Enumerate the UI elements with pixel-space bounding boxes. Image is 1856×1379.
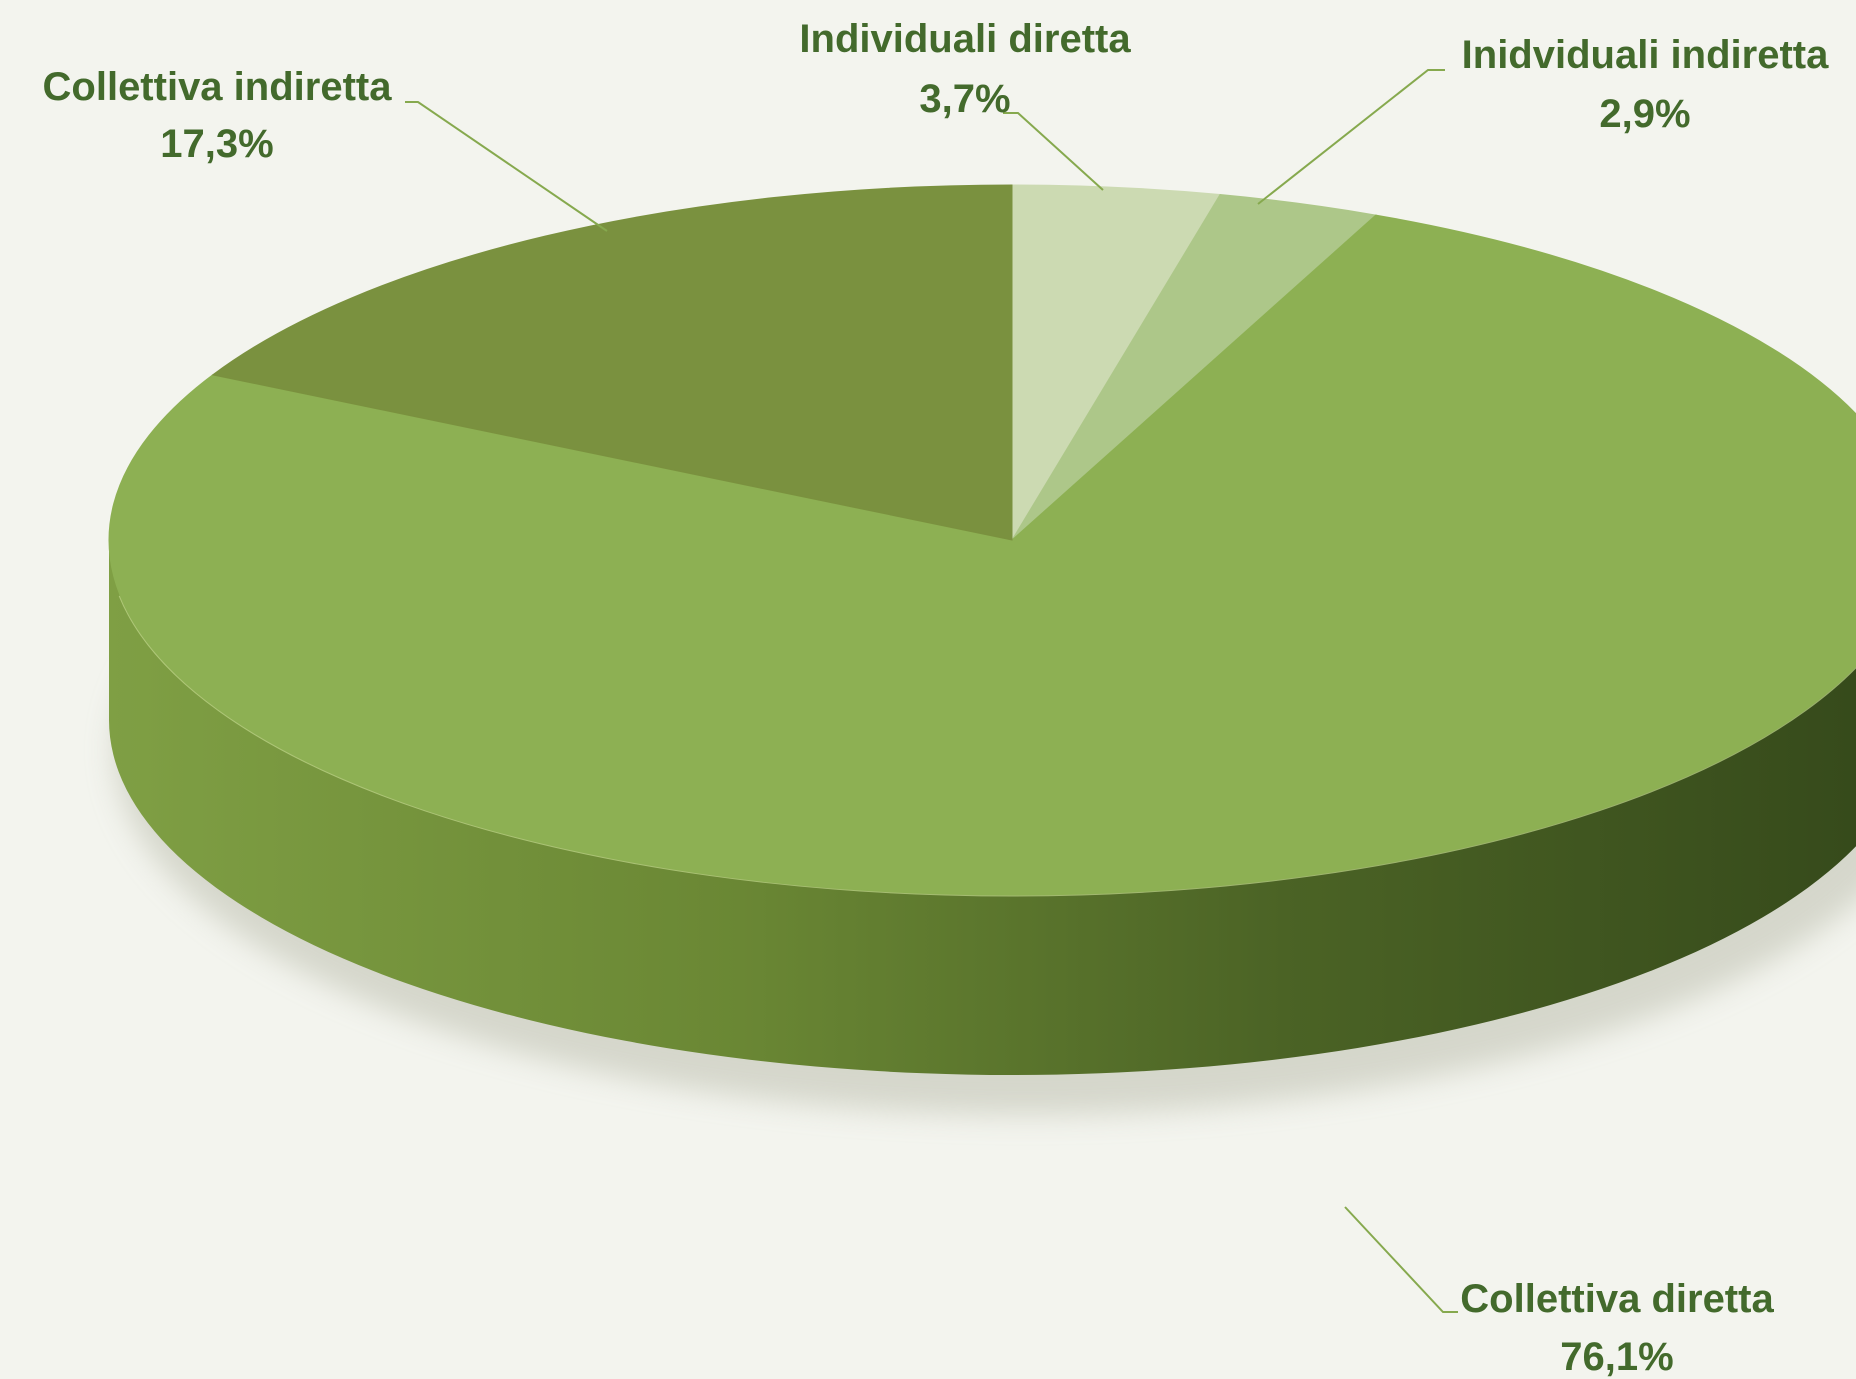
slice-value-collettiva-diretta: 76,1%	[1560, 1335, 1673, 1379]
pie-side-collettiva-diretta	[109, 540, 1856, 1075]
leader-line-individuali-diretta	[1003, 112, 1104, 191]
slice-label-collettiva-diretta: Collettiva diretta	[1460, 1277, 1774, 1321]
pie-slice-collettiva-diretta	[108, 214, 1856, 896]
slice-label-inidviduali-indiretta: Inidviduali indiretta	[1462, 33, 1829, 77]
leader-line-inidviduali-indiretta	[1257, 69, 1445, 205]
slice-label-individuali-diretta: Individuali diretta	[799, 17, 1131, 61]
pie-slice-individuali-diretta	[1011, 184, 1221, 542]
pie-slice-collettiva-indiretta	[211, 184, 1013, 541]
slice-value-individuali-diretta: 3,7%	[919, 77, 1010, 121]
slice-value-collettiva-indiretta: 17,3%	[160, 122, 273, 166]
leader-line-collettiva-indiretta	[405, 101, 608, 232]
slice-label-collettiva-indiretta: Collettiva indiretta	[43, 65, 393, 109]
leader-line-collettiva-diretta	[1344, 1206, 1458, 1313]
slice-value-inidviduali-indiretta: 2,9%	[1599, 92, 1690, 136]
